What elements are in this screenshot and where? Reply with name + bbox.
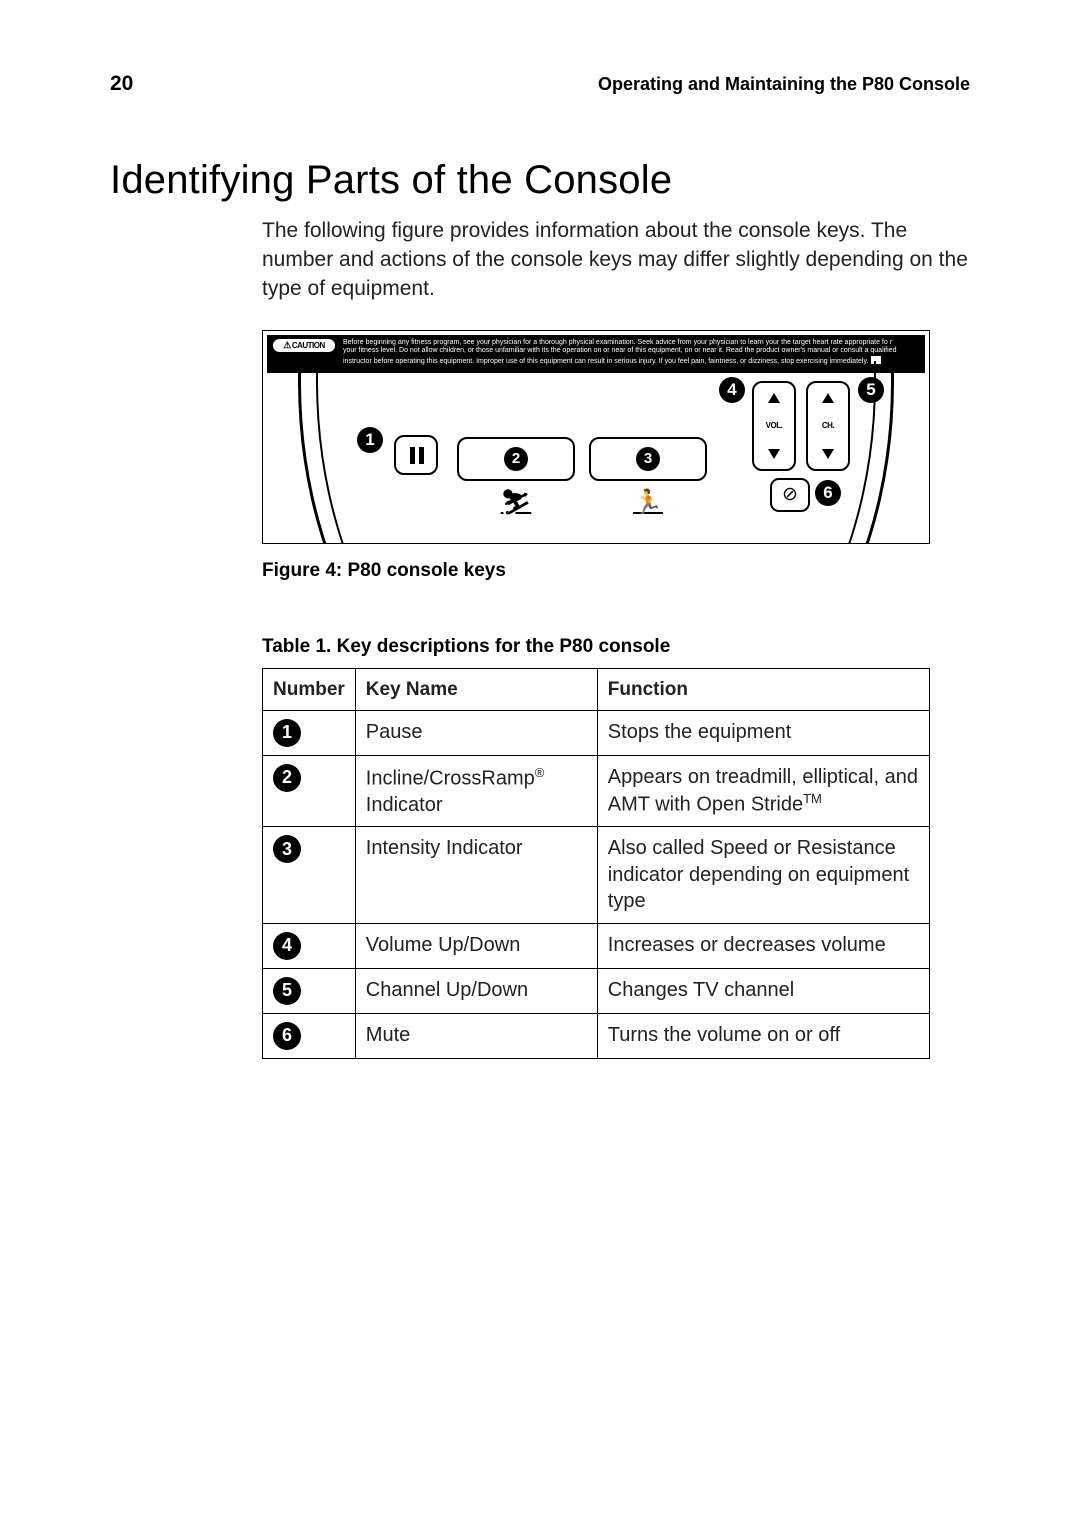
volume-down-icon	[768, 449, 780, 459]
pause-button[interactable]	[394, 435, 438, 475]
incline-icon: ⛷	[501, 488, 531, 517]
col-function: Function	[597, 668, 929, 710]
page-number: 20	[110, 72, 133, 96]
row-keyname: Pause	[355, 710, 597, 755]
mute-button[interactable]: ⊘	[770, 478, 810, 512]
row-function: Increases or decreases volume	[597, 923, 929, 968]
row-keyname: Intensity Indicator	[355, 827, 597, 923]
running-title: Operating and Maintaining the P80 Consol…	[598, 74, 970, 95]
row-badge: 5	[273, 977, 301, 1005]
row-badge: 6	[273, 1022, 301, 1050]
table-row: 6 Mute Turns the volume on or off	[263, 1013, 930, 1058]
row-function: Turns the volume on or off	[597, 1013, 929, 1058]
row-keyname: Channel Up/Down	[355, 968, 597, 1013]
table-caption: Table 1. Key descriptions for the P80 co…	[262, 636, 970, 658]
intensity-icon: 🏃	[633, 488, 663, 517]
incline-indicator-button[interactable]: 2	[457, 437, 575, 481]
channel-rocker[interactable]: CH.	[806, 381, 850, 471]
intro-paragraph: The following figure provides informatio…	[262, 217, 970, 304]
callout-2: 2	[504, 447, 528, 471]
callout-4: 4	[719, 377, 745, 403]
col-keyname: Key Name	[355, 668, 597, 710]
volume-rocker[interactable]: VOL.	[752, 381, 796, 471]
section-title: Identifying Parts of the Console	[110, 158, 970, 203]
console-diagram: CAUTION Before beginning any fitness pro…	[262, 330, 930, 544]
channel-label: CH.	[822, 421, 834, 430]
row-function: Also called Speed or Resistance indicato…	[597, 827, 929, 923]
callout-6: 6	[815, 480, 841, 506]
row-keyname: Mute	[355, 1013, 597, 1058]
intensity-indicator-button[interactable]: 3	[589, 437, 707, 481]
row-badge: 1	[273, 719, 301, 747]
volume-up-icon	[768, 393, 780, 403]
row-function: Stops the equipment	[597, 710, 929, 755]
row-keyname: Incline/CrossRamp® Indicator	[355, 755, 597, 826]
caution-label: CAUTION	[273, 339, 335, 352]
table-row: 4 Volume Up/Down Increases or decreases …	[263, 923, 930, 968]
row-keyname: Volume Up/Down	[355, 923, 597, 968]
channel-up-icon	[822, 393, 834, 403]
table-row: 3 Intensity Indicator Also called Speed …	[263, 827, 930, 923]
row-badge: 2	[273, 764, 301, 792]
mute-icon: ⊘	[782, 483, 798, 506]
page-header: 20 Operating and Maintaining the P80 Con…	[110, 72, 970, 96]
key-descriptions-table: Number Key Name Function 1 Pause Stops t…	[262, 668, 930, 1059]
row-function: Appears on treadmill, elliptical, and AM…	[597, 755, 929, 826]
callout-3: 3	[636, 447, 660, 471]
volume-label: VOL.	[766, 421, 783, 430]
row-function: Changes TV channel	[597, 968, 929, 1013]
col-number: Number	[263, 668, 356, 710]
row-badge: 3	[273, 835, 301, 863]
figure-caption: Figure 4: P80 console keys	[262, 560, 970, 582]
row-badge: 4	[273, 932, 301, 960]
table-row: 2 Incline/CrossRamp® Indicator Appears o…	[263, 755, 930, 826]
table-row: 1 Pause Stops the equipment	[263, 710, 930, 755]
callout-5: 5	[858, 377, 884, 403]
channel-down-icon	[822, 449, 834, 459]
table-row: 5 Channel Up/Down Changes TV channel	[263, 968, 930, 1013]
callout-1: 1	[357, 427, 383, 453]
